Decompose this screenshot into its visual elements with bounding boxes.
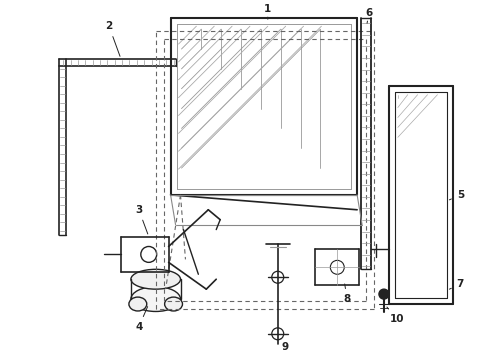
Circle shape — [379, 289, 389, 299]
Text: 2: 2 — [105, 21, 120, 56]
Text: 8: 8 — [343, 284, 351, 304]
Text: 9: 9 — [281, 339, 288, 352]
Ellipse shape — [129, 297, 147, 311]
Text: 6: 6 — [366, 8, 373, 23]
Ellipse shape — [131, 269, 180, 289]
Text: 1: 1 — [264, 4, 271, 19]
Text: 3: 3 — [135, 205, 148, 234]
Text: 4: 4 — [135, 307, 147, 332]
Ellipse shape — [131, 287, 180, 311]
Ellipse shape — [165, 297, 182, 311]
Text: 5: 5 — [449, 190, 464, 200]
Text: 7: 7 — [449, 279, 464, 289]
Text: 10: 10 — [387, 307, 404, 324]
